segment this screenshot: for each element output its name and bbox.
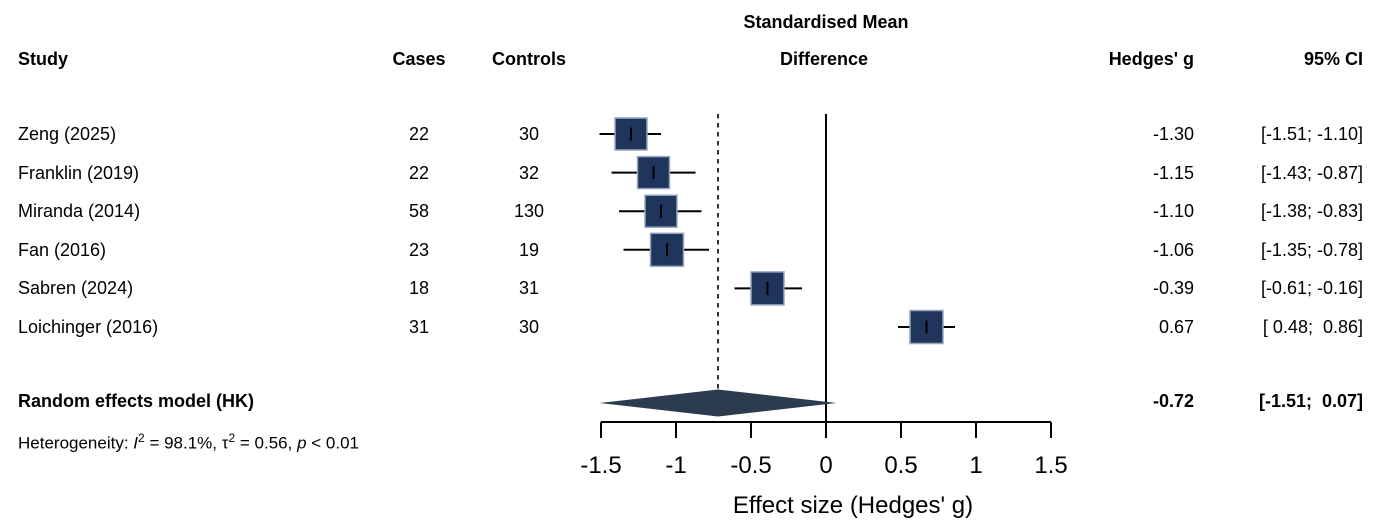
study-label: Loichinger (2016) xyxy=(18,317,159,337)
column-header-study: Study xyxy=(18,49,69,69)
cases-value: 18 xyxy=(408,278,430,299)
column-header-ci: 95% CI xyxy=(1303,49,1363,69)
heterogeneity-prefix: Heterogeneity: xyxy=(18,433,134,453)
study-label: Zeng (2025) xyxy=(18,124,117,144)
hedges-g-value: 0.67 xyxy=(1158,317,1194,337)
hedges-g-value: -1.06 xyxy=(1152,239,1194,260)
column-header-controls: Controls xyxy=(492,49,566,69)
plot-title-line2: Difference xyxy=(779,49,869,69)
study-label: Miranda (2014) xyxy=(18,201,141,222)
cases-value: 22 xyxy=(408,124,430,144)
x-axis-tick-label: -0.5 xyxy=(730,452,772,479)
hedges-g-value: -1.10 xyxy=(1152,201,1194,222)
controls-value: 31 xyxy=(518,278,540,299)
pooled-hedges-g-value: -0.72 xyxy=(1152,391,1194,411)
i-squared-value: = 98.1%, xyxy=(144,433,222,453)
i-squared-exponent: 2 xyxy=(138,431,145,445)
ci-value: [-1.51; -1.10] xyxy=(1260,124,1363,144)
cases-value: 23 xyxy=(408,239,430,260)
x-axis-tick-label: 0.5 xyxy=(884,452,918,479)
hedges-g-value: -1.30 xyxy=(1152,124,1194,144)
tau-squared-exponent: 2 xyxy=(228,431,236,445)
x-axis-tick-label: 0 xyxy=(819,452,833,479)
cases-value: 31 xyxy=(408,317,430,337)
controls-value: 30 xyxy=(518,124,540,144)
cases-value: 58 xyxy=(408,201,430,222)
cases-value: 22 xyxy=(408,162,430,183)
controls-value: 32 xyxy=(518,162,540,183)
controls-value: 130 xyxy=(513,201,545,222)
x-axis-tick-label: -1 xyxy=(665,452,687,479)
p-symbol: p xyxy=(297,433,307,453)
x-axis-tick-label: -1.5 xyxy=(580,452,622,479)
heterogeneity-text: Heterogeneity: I2 = 98.1%, τ2 = 0.56, p … xyxy=(18,428,359,454)
x-axis-tick-label: 1 xyxy=(969,452,983,479)
weight-square xyxy=(636,155,671,190)
controls-value: 30 xyxy=(518,317,540,337)
column-header-hedges-g: Hedges' g xyxy=(1108,49,1194,69)
controls-value: 19 xyxy=(518,239,540,260)
ci-value: [-1.43; -0.87] xyxy=(1260,162,1363,183)
study-label: Fan (2016) xyxy=(18,239,107,260)
i-squared-symbol: I xyxy=(133,433,139,453)
pooled-diamond xyxy=(599,389,837,417)
tau-squared-value: = 0.56, xyxy=(235,433,298,453)
study-label: Sabren (2024) xyxy=(18,278,134,299)
pooled-model-label: Random effects model (HK) xyxy=(18,391,255,411)
tau-squared-symbol: τ xyxy=(221,433,229,453)
pooled-ci-value: [-1.51; 0.07] xyxy=(1258,391,1363,411)
study-label: Franklin (2019) xyxy=(18,162,140,183)
ci-value: [-1.35; -0.78] xyxy=(1260,239,1363,260)
x-axis-title: Effect size (Hedges' g) xyxy=(732,492,974,519)
ci-value: [-1.38; -0.83] xyxy=(1260,201,1363,222)
hedges-g-value: -1.15 xyxy=(1152,162,1194,183)
hedges-g-value: -0.39 xyxy=(1152,278,1194,299)
ci-value: [-0.61; -0.16] xyxy=(1260,278,1363,299)
column-header-cases: Cases xyxy=(392,49,446,69)
p-value: < 0.01 xyxy=(306,433,360,453)
ci-value: [ 0.48; 0.86] xyxy=(1262,317,1363,337)
x-axis-tick-label: 1.5 xyxy=(1034,452,1068,479)
plot-title-line1: Standardised Mean xyxy=(743,12,909,32)
